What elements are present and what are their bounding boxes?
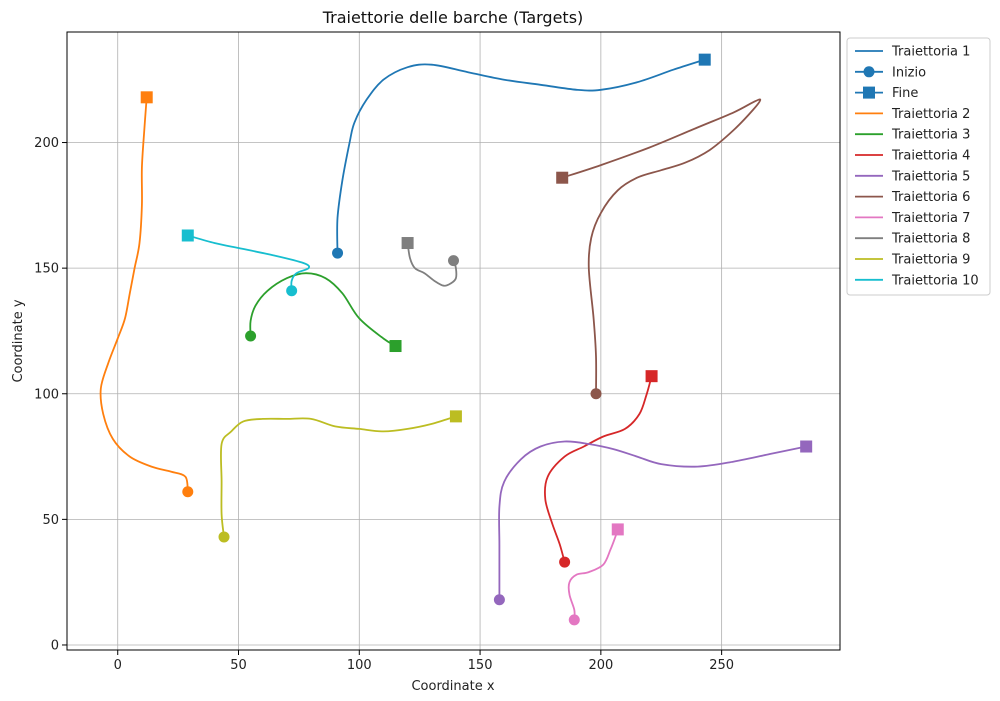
end-point-marker [698,53,711,66]
y-tick-label: 100 [34,387,59,402]
legend-label: Traiettoria 10 [891,273,979,288]
plot-series [99,53,813,626]
start-point-marker [245,330,257,342]
start-point-marker [568,614,580,626]
x-axis-label: Coordinate x [411,679,494,694]
trajectory-line [543,375,653,563]
y-tick-label: 150 [34,262,59,277]
grid [67,32,840,650]
end-point-marker [556,171,569,184]
series-1 [332,53,711,259]
series-5 [493,440,813,606]
end-point-marker [611,523,624,536]
legend-label: Traiettoria 9 [891,253,970,268]
y-tick-label: 50 [42,513,59,528]
plot-frame [66,31,841,651]
legend-entry: Traiettoria 4 [855,149,970,164]
legend-label: Traiettoria 2 [891,107,970,122]
legend-entry: Traiettoria 7 [855,211,970,226]
y-tick-label: 0 [51,638,59,653]
legend-entry: Traiettoria 3 [855,128,970,143]
series-4 [543,370,658,568]
legend-entry: Traiettoria 1 [855,45,970,60]
trajectory-line [498,440,808,601]
start-point-marker [590,388,602,400]
legend-entry: Fine [855,86,918,101]
legend-entry: Traiettoria 10 [855,273,979,288]
trajectory-line [186,234,311,292]
end-point-marker [800,440,813,453]
legend-box [846,37,991,296]
y-axis-label: Coordinate y [11,299,26,382]
series-6 [556,98,762,400]
legend-label: Traiettoria 5 [891,169,970,184]
legend: Traiettoria 1 Inizio Fine Traiettoria 2 Trai… [846,37,991,296]
legend-entry: Traiettoria 2 [855,107,970,122]
legend-label: Traiettoria 7 [891,211,970,226]
legend-label: Traiettoria 4 [891,149,970,164]
series-2 [99,91,194,498]
legend-label: Inizio [892,65,926,80]
start-point-marker [493,594,505,606]
x-tick-label: 100 [347,658,372,673]
x-tick-label: 0 [114,658,122,673]
series-3 [245,272,402,353]
legend-label: Traiettoria 8 [891,232,970,247]
x-tick-label: 50 [230,658,247,673]
y-tick-label: 200 [34,136,59,151]
start-point-marker [218,531,230,543]
start-point-marker [448,255,459,267]
legend-square-marker [863,86,875,99]
start-point-marker [559,556,571,568]
legend-label: Traiettoria 1 [891,45,970,60]
end-point-marker [645,370,658,383]
series-8 [401,237,459,287]
x-tick-label: 250 [709,658,734,673]
series-7 [567,523,624,626]
trajectory-line [219,415,457,538]
trajectory-line [567,528,619,621]
legend-label: Fine [892,86,918,101]
start-point-marker [286,285,298,297]
series-10 [181,229,311,297]
trajectory-line [99,96,189,493]
legend-entry: Traiettoria 5 [855,169,970,184]
x-tick-label: 200 [588,658,613,673]
end-point-marker [389,340,402,353]
series-9 [218,410,462,543]
legend-entry: Inizio [855,65,926,80]
legend-label: Traiettoria 6 [891,190,970,205]
axis-ticks: 0 50 100 150 200 250 0 50 100 150 200 [34,136,734,673]
start-point-marker [332,247,344,259]
legend-entry: Traiettoria 6 [855,190,970,205]
end-point-marker [401,237,414,250]
end-point-marker [181,229,194,242]
x-tick-label: 150 [468,658,493,673]
trajectory-line [249,272,397,347]
start-point-marker [182,486,194,498]
legend-entry: Traiettoria 8 [855,232,970,247]
legend-circle-marker [863,66,875,78]
end-point-marker [140,91,153,104]
legend-entry: Traiettoria 9 [855,253,970,268]
end-point-marker [449,410,462,423]
trajectory-line [561,98,762,395]
chart-title: Traiettorie delle barche (Targets) [322,8,584,27]
trajectory-line [406,242,458,287]
legend-label: Traiettoria 3 [891,128,970,143]
trajectory-line [336,58,706,254]
